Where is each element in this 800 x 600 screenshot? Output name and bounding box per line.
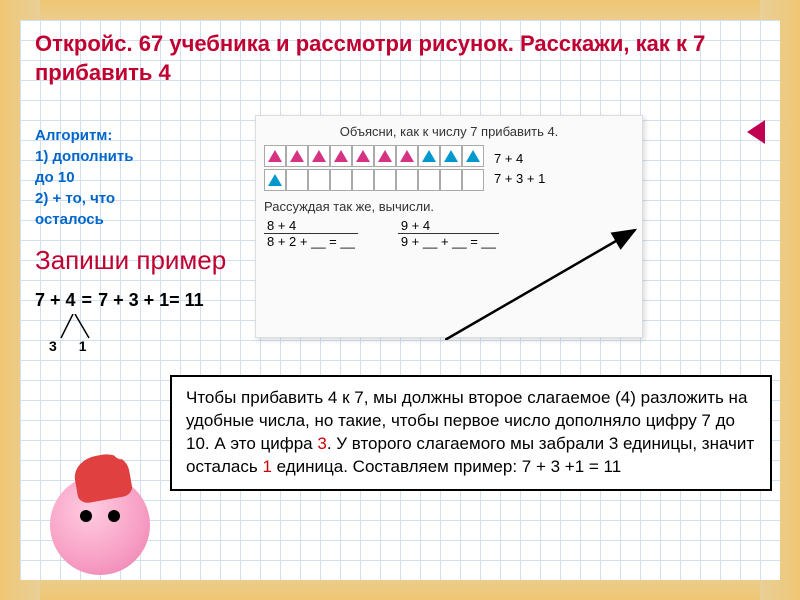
triangle-icon — [422, 150, 436, 162]
triangle-cell — [396, 169, 418, 191]
algorithm-block: Алгоритм: 1) дополнить до 10 2) + то, чт… — [35, 125, 155, 230]
triangle-cell — [374, 169, 396, 191]
triangle-cell — [352, 169, 374, 191]
triangle-cell — [462, 145, 484, 167]
textbook-title: Объясни, как к числу 7 прибавить 4. — [264, 124, 634, 139]
triangle-cell — [264, 145, 286, 167]
algorithm-step-1: 1) дополнить до 10 — [35, 146, 155, 188]
algorithm-step-2: 2) + то, что осталось — [35, 188, 155, 230]
explanation-box: Чтобы прибавить 4 к 7, мы должны второе … — [170, 375, 772, 491]
exp-red-2: 1 — [262, 457, 271, 476]
triangle-cell — [308, 145, 330, 167]
triangle-icon — [334, 150, 348, 162]
triangle-cell — [440, 169, 462, 191]
triangle-cell — [396, 145, 418, 167]
example-1: 8 + 4 8 + 2 + __ = __ — [264, 218, 358, 249]
triangle-grid — [264, 145, 484, 191]
main-content: Откройс. 67 учебника и рассмотри рисунок… — [35, 30, 765, 580]
exp-part-4: единица. Составляем пример: 7 + 3 +1 = 1… — [272, 457, 621, 476]
triangle-icon — [268, 174, 282, 186]
algorithm-heading: Алгоритм: — [35, 125, 155, 146]
eq-lhs: 7 + 4 — [35, 290, 76, 311]
triangle-cell — [374, 145, 396, 167]
triangle-cell — [330, 145, 352, 167]
triangle-icon — [444, 150, 458, 162]
triangle-cell — [418, 169, 440, 191]
triangle-icon — [400, 150, 414, 162]
textbook-equations: 7 + 4 7 + 3 + 1 — [494, 149, 545, 188]
triangle-cell — [462, 169, 484, 191]
textbook-eq-1: 7 + 4 — [494, 149, 545, 169]
triangle-cell — [286, 145, 308, 167]
exp-red-1: 3 — [317, 434, 326, 453]
eq-rhs: 7 + 3 + 1= 11 — [98, 290, 204, 311]
triangle-cell — [286, 169, 308, 191]
diagonal-arrow — [445, 220, 665, 340]
triangle-cell — [352, 145, 374, 167]
triangle-icon — [356, 150, 370, 162]
triangle-cell — [308, 169, 330, 191]
arrow-marker-icon — [747, 120, 765, 144]
character-body — [50, 475, 150, 575]
textbook-eq-2: 7 + 3 + 1 — [494, 169, 545, 189]
triangle-cell — [264, 169, 286, 191]
cartoon-character — [40, 425, 170, 575]
textbook-subtitle: Рассуждая так же, вычисли. — [264, 199, 634, 214]
character-hat — [72, 451, 134, 505]
character-eye — [108, 510, 120, 522]
split-b: 1 — [79, 338, 87, 354]
triangle-icon — [268, 150, 282, 162]
triangle-cell — [330, 169, 352, 191]
triangle-row-2 — [264, 169, 484, 191]
triangle-icon — [312, 150, 326, 162]
eq-equals: = — [82, 290, 93, 311]
character-eye — [80, 510, 92, 522]
triangle-row-1 — [264, 145, 484, 167]
triangle-icon — [378, 150, 392, 162]
triangle-cell — [440, 145, 462, 167]
ex1-bot: 8 + 2 + __ = __ — [264, 234, 358, 249]
triangle-diagram: 7 + 4 7 + 3 + 1 — [264, 145, 634, 191]
decomposition-numbers: 3 1 — [49, 338, 87, 354]
triangle-cell — [418, 145, 440, 167]
page-title: Откройс. 67 учебника и рассмотри рисунок… — [35, 30, 765, 87]
ex1-top: 8 + 4 — [264, 218, 358, 234]
triangle-icon — [290, 150, 304, 162]
split-a: 3 — [49, 338, 57, 354]
triangle-icon — [466, 150, 480, 162]
worked-equation: 7 + 4 = 7 + 3 + 1= 11 3 1 — [35, 290, 204, 311]
write-example-heading: Запиши пример — [35, 245, 226, 276]
